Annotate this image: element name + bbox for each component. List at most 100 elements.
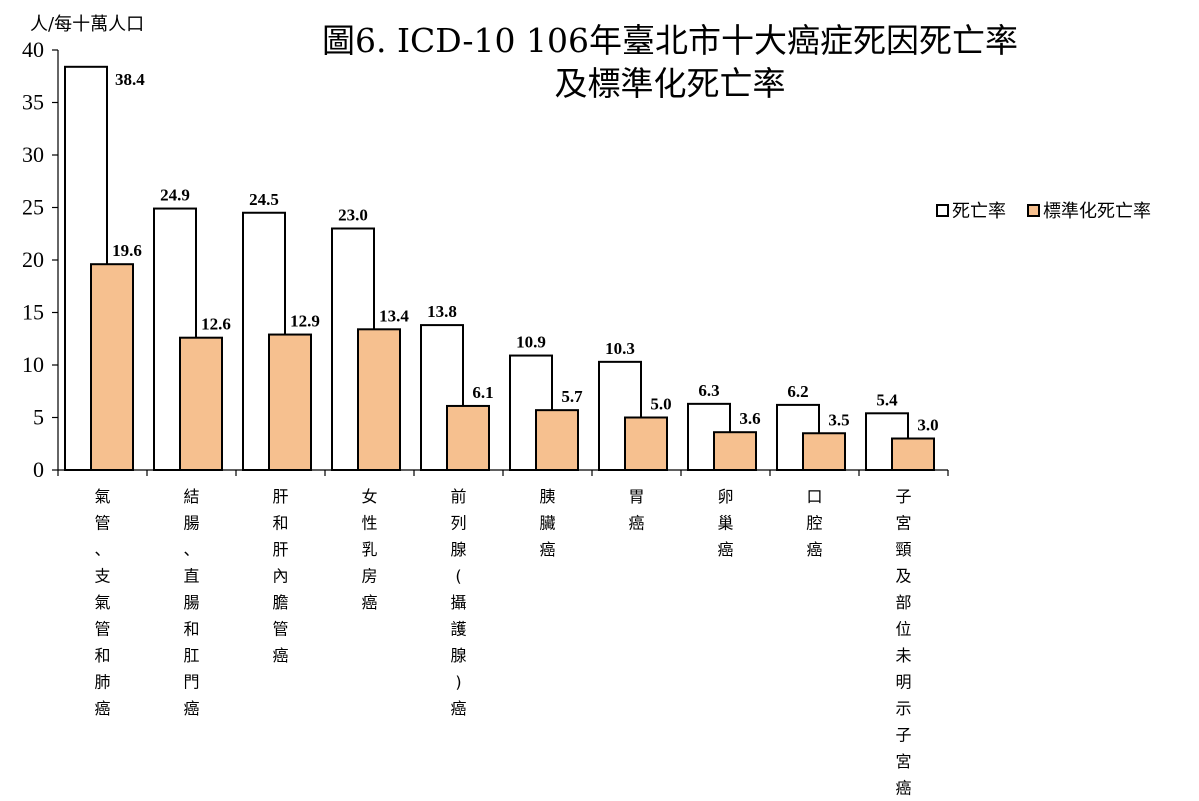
x-category-label-char: 頸	[895, 540, 911, 559]
bar-standardized	[891, 437, 935, 471]
x-category-label-char: 腸	[183, 593, 199, 612]
data-label-standardized: 3.6	[739, 409, 760, 428]
x-category-label-char: 護	[450, 620, 466, 639]
x-category-label-char: 癌	[94, 699, 110, 718]
x-category-label: 前列腺(攝護腺)癌	[450, 487, 466, 718]
x-category-label-char: 癌	[806, 540, 822, 559]
x-category-label-char: 內	[272, 567, 288, 586]
x-category-label-char: 和	[183, 620, 199, 639]
x-category-label-char: 口	[806, 487, 822, 506]
bar-standardized	[179, 336, 223, 472]
y-tick-label: 5	[33, 405, 44, 430]
bar-standardized	[268, 333, 312, 471]
x-category-label-char: 示	[895, 699, 911, 718]
x-category-label-char: 和	[272, 514, 288, 533]
x-category-label-char: 宮	[895, 752, 911, 771]
x-category-label-char: 卵	[717, 487, 733, 506]
x-category-label-char: 氣	[94, 487, 110, 506]
x-category-label-char: 乳	[361, 540, 377, 559]
x-category-label: 胃癌	[628, 487, 644, 533]
data-label-standardized: 6.1	[472, 383, 493, 402]
x-category-label-char: 膽	[272, 593, 288, 612]
x-category-label-char: 臟	[539, 514, 555, 533]
x-category-label-char: 巢	[717, 514, 733, 533]
x-category-label-char: 腺	[450, 646, 466, 665]
x-category-label-char: 管	[94, 514, 110, 533]
chart-category-labels: 氣管、支氣管和肺癌結腸、直腸和肛門癌肝和肝內膽管癌女性乳房癌前列腺(攝護腺)癌胰…	[94, 487, 911, 798]
x-category-label-char: 子	[895, 487, 911, 506]
data-label-rate: 13.8	[427, 302, 457, 321]
data-label-rate: 38.4	[115, 70, 145, 89]
x-category-label-char: 宮	[895, 514, 911, 533]
y-tick-label: 35	[22, 90, 44, 115]
x-category-label: 肝和肝內膽管癌	[272, 487, 288, 665]
data-label-standardized: 5.7	[561, 387, 583, 406]
data-label-standardized: 3.0	[917, 416, 938, 435]
legend-label-standardized: 標準化死亡率	[1043, 201, 1151, 222]
bar-standardized	[713, 431, 757, 472]
x-category-label-char: 、	[183, 540, 199, 559]
y-tick-label: 10	[22, 352, 44, 377]
x-category-label-char: 管	[94, 620, 110, 639]
x-category-label-char: 直	[183, 567, 199, 586]
y-tick-label: 15	[22, 300, 44, 325]
x-category-label-char: 肛	[183, 646, 199, 665]
bar-standardized	[90, 263, 134, 472]
y-tick-label: 20	[22, 247, 44, 272]
y-tick-label: 0	[33, 457, 44, 482]
data-label-rate: 6.3	[698, 381, 719, 400]
x-category-label: 卵巢癌	[717, 487, 733, 559]
x-category-label-char: 女	[361, 487, 377, 506]
chart-title-line2: 及標準化死亡率	[555, 64, 786, 103]
x-category-label-char: 癌	[895, 779, 911, 798]
x-category-label-char: 癌	[183, 699, 199, 718]
data-label-standardized: 12.9	[290, 312, 320, 331]
x-category-label-char: 前	[450, 487, 466, 506]
x-category-label-char: 明	[895, 673, 911, 692]
x-category-label-char: 子	[895, 726, 911, 745]
bar-standardized	[535, 409, 579, 471]
x-category-label: 女性乳房癌	[361, 487, 377, 612]
chart-data-labels: 38.4 19.6 24.9 12.6 24.5 12.9 23.0 13.4 13.8 6.1 1…	[112, 70, 939, 435]
chart-bars	[64, 65, 935, 472]
x-category-label-char: 位	[895, 620, 911, 639]
x-category-label-char: 結	[183, 487, 199, 506]
data-label-rate: 10.3	[605, 339, 635, 358]
x-category-label-char: 和	[94, 646, 110, 665]
data-label-rate: 10.9	[516, 333, 546, 352]
data-label-rate: 5.4	[876, 390, 898, 409]
data-label-rate: 24.5	[249, 190, 279, 209]
data-label-standardized: 12.6	[201, 315, 231, 334]
x-category-label: 子宮頸及部位未明示子宮癌	[895, 487, 911, 798]
x-category-label-char: 部	[895, 593, 911, 612]
y-axis-unit-label: 人/每十萬人口	[30, 14, 144, 35]
x-category-label-char: 癌	[539, 540, 555, 559]
x-category-label-char: 性	[361, 514, 377, 533]
x-category-label: 氣管、支氣管和肺癌	[94, 487, 110, 718]
x-category-label-char: 氣	[94, 593, 110, 612]
y-tick-label: 30	[22, 142, 44, 167]
y-tick-label: 40	[22, 37, 44, 62]
data-label-standardized: 13.4	[379, 306, 409, 325]
x-category-label-char: 胃	[628, 487, 644, 506]
x-category-label-char: 房	[361, 567, 377, 586]
x-category-label-char: 攝	[450, 593, 466, 612]
x-category-label-char: 腺	[450, 540, 466, 559]
bar-standardized	[357, 328, 401, 471]
x-category-label-char: 、	[94, 540, 110, 559]
data-label-rate: 6.2	[787, 382, 808, 401]
x-category-label-char: 肝	[272, 487, 288, 506]
chart-title-line1: 圖6. ICD-10 106年臺北市十大癌症死因死亡率	[322, 21, 1018, 60]
x-category-label-char: 癌	[450, 699, 466, 718]
data-label-standardized: 19.6	[112, 241, 142, 260]
x-category-label-char: 癌	[628, 514, 644, 533]
bar-standardized	[446, 404, 490, 472]
x-category-label-char: 癌	[272, 646, 288, 665]
x-category-label-char: 列	[450, 514, 466, 533]
legend-swatch-rate	[936, 204, 949, 217]
x-category-label-char: 門	[183, 673, 199, 692]
data-label-standardized: 3.5	[828, 410, 849, 429]
x-category-label-char: 胰	[539, 487, 555, 506]
y-tick-label: 25	[22, 195, 44, 220]
